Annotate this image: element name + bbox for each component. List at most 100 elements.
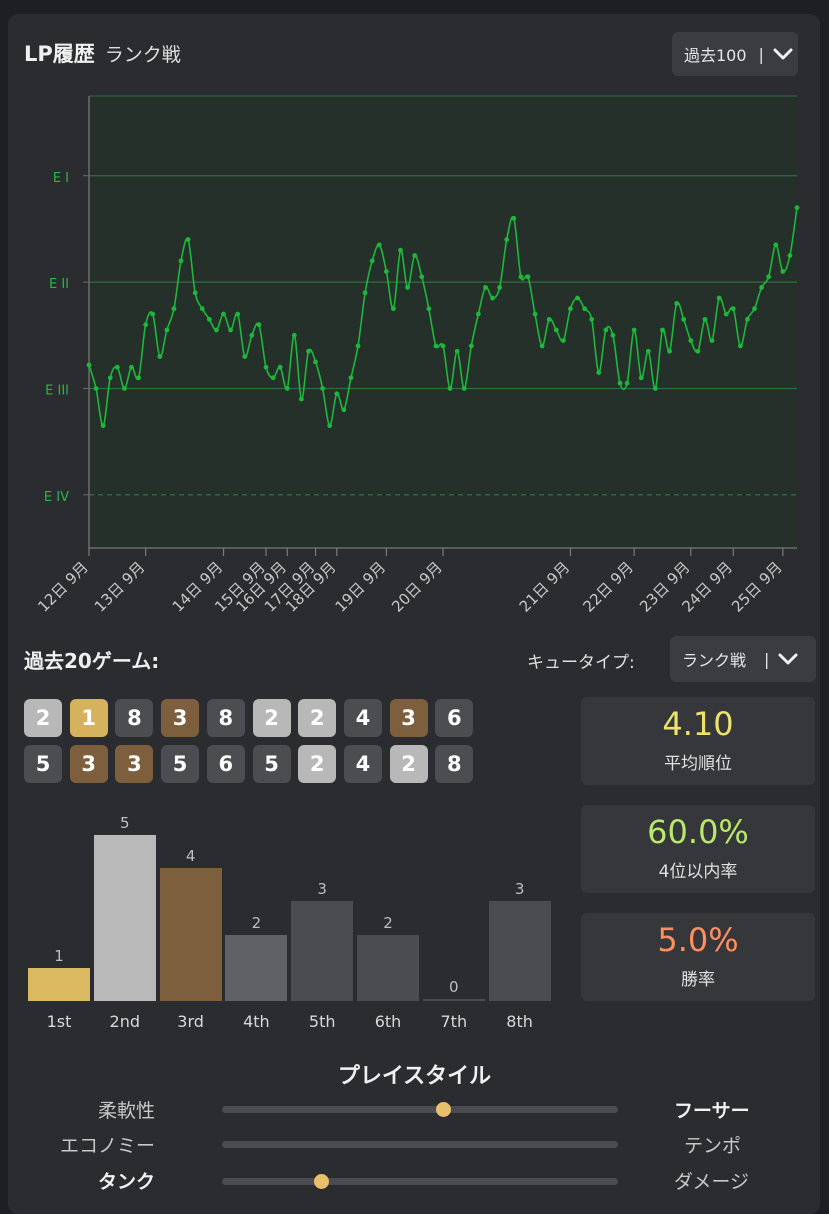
placement-badge: 6 (435, 699, 474, 737)
placement-label: 8th (506, 1012, 533, 1031)
recent-games-title: 過去20ゲーム: (24, 649, 160, 673)
lp-point (483, 285, 488, 290)
lp-point (702, 316, 708, 322)
placement-badge: 4 (343, 699, 382, 737)
lp-point (730, 306, 736, 312)
placement-count: 5 (120, 814, 130, 832)
lp-point (553, 327, 559, 333)
lp-point (270, 375, 276, 381)
placement-label: 7th (440, 1012, 468, 1031)
lp-point (603, 327, 609, 333)
chevron-down-icon (778, 653, 798, 665)
placement-badge: 3 (389, 699, 428, 737)
lp-point (362, 290, 368, 296)
lp-point (433, 343, 439, 349)
placement-bar (488, 901, 551, 1001)
placement-badge: 5 (161, 745, 200, 783)
lp-point (299, 396, 304, 402)
lp-point (306, 348, 311, 354)
lp-history-title: LP履歴 (24, 42, 95, 66)
range-dropdown-value: 過去100 (684, 46, 747, 65)
placement-label: 6th (374, 1012, 402, 1031)
lp-point (645, 348, 651, 354)
x-tick-label: 13日 9月 (91, 558, 149, 616)
top4-rate-label: 4位以内率 (658, 862, 738, 882)
lp-point (681, 316, 687, 322)
lp-point (242, 354, 248, 359)
placement-badge: 3 (115, 745, 154, 783)
placement-badge: 1 (69, 699, 108, 737)
lp-point (86, 362, 92, 368)
lp-point (291, 332, 297, 338)
lp-point (575, 295, 580, 301)
placement-bar (225, 934, 288, 1001)
lp-point (136, 375, 141, 381)
lp-point (249, 332, 255, 338)
lp-point (617, 380, 623, 386)
playstyle-left-label-2: エコノミー (59, 1135, 155, 1157)
lp-point (122, 386, 127, 391)
x-tick-label: 20日 9月 (388, 558, 446, 616)
lp-point (504, 237, 510, 242)
playstyle-left-label-1: 柔軟性 (97, 1100, 155, 1122)
lp-point (653, 386, 658, 391)
lp-point (589, 316, 595, 322)
lp-point (376, 242, 382, 248)
placement-badge: 5 (24, 745, 62, 783)
range-dropdown[interactable]: 過去100 | (672, 32, 798, 76)
stat-win-rate: 5.0% 勝率 (581, 913, 815, 1001)
lp-point (667, 348, 672, 354)
lp-point (178, 258, 184, 264)
placement-label: 3rd (177, 1012, 204, 1031)
playstyle-right-label-2: テンポ (684, 1135, 742, 1157)
lp-point (214, 327, 219, 333)
x-tick-label: 19日 9月 (332, 558, 390, 616)
lp-point (185, 237, 191, 242)
lp-point (624, 380, 630, 386)
placement-badge: 2 (298, 745, 337, 783)
x-tick-label: 21日 9月 (516, 558, 574, 616)
lp-point (631, 327, 637, 333)
placement-label: 5th (308, 1012, 336, 1031)
lp-point (369, 258, 375, 264)
lp-point (412, 253, 418, 258)
lp-point (461, 386, 467, 391)
lp-point (235, 311, 241, 317)
placement-count: 3 (514, 880, 525, 899)
lp-history-subtitle: ランク戦 (104, 44, 181, 66)
lp-history-header: LP履歴 ランク戦 (24, 38, 181, 70)
placement-badge: 8 (206, 699, 245, 737)
lp-point (525, 274, 531, 280)
playstyle-title: プレイスタイル (337, 1064, 492, 1089)
placement-badge: 3 (69, 745, 108, 783)
playstyle-slider-2 (222, 1141, 618, 1148)
lp-point (157, 354, 163, 359)
lp-point (610, 332, 616, 338)
lp-point (355, 343, 361, 349)
x-tick-label: 12日 9月 (34, 558, 92, 616)
lp-point (660, 327, 665, 333)
placement-badge: 2 (298, 699, 337, 737)
lp-point (256, 322, 262, 328)
lp-point (199, 306, 205, 312)
placement-label: 2nd (109, 1012, 141, 1031)
lp-point (794, 205, 800, 211)
lp-point (582, 306, 587, 312)
placement-count: 0 (449, 978, 459, 996)
x-tick-label: 25日 9月 (728, 558, 786, 616)
placement-badge: 4 (343, 745, 382, 783)
lp-point (468, 343, 474, 349)
lp-point (773, 242, 779, 248)
lp-point (440, 343, 446, 349)
playstyle-right-label-1: フーサー (674, 1100, 750, 1122)
lp-point (228, 327, 234, 333)
queue-type-dropdown[interactable]: ランク戦 | (670, 636, 816, 682)
lp-point (426, 306, 432, 312)
average-placement-label: 平均順位 (664, 754, 732, 774)
lp-point (313, 359, 318, 365)
lp-point (391, 306, 396, 312)
chart-plot-area (89, 96, 797, 548)
lp-point (454, 348, 460, 354)
lp-point (511, 215, 517, 221)
